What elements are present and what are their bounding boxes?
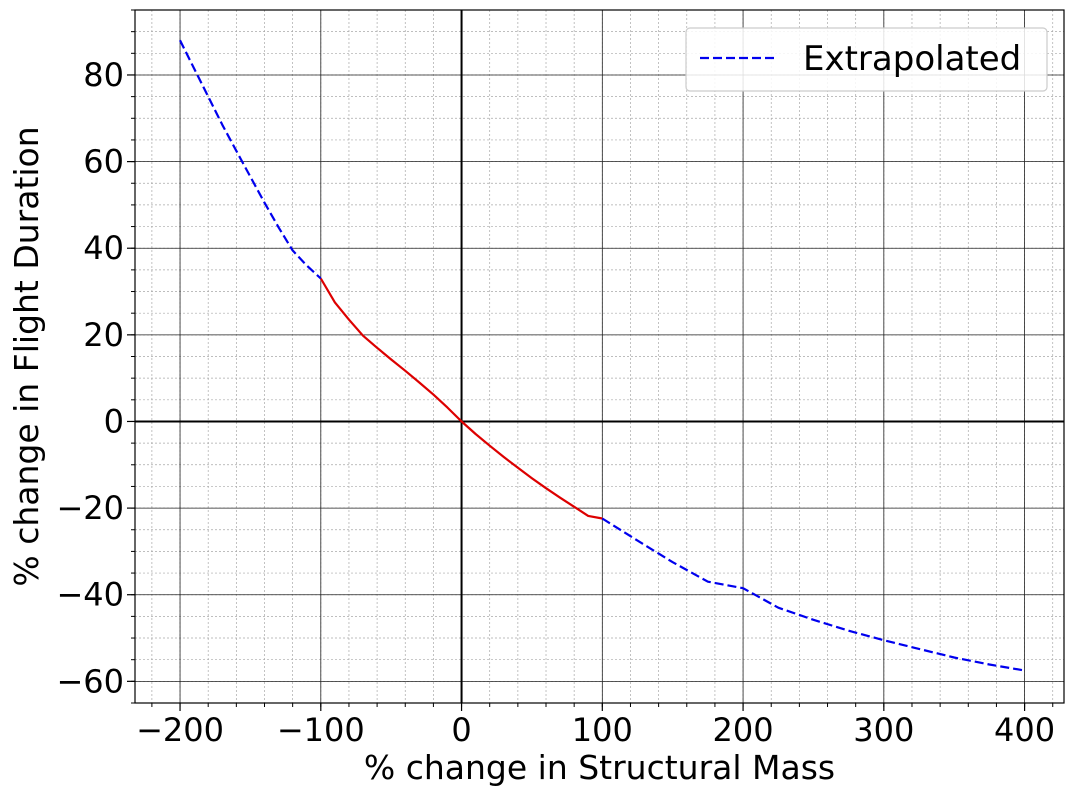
zero-lines [135,10,1064,703]
x-tick-label: 0 [451,711,471,749]
y-axis-title: % change in Flight Duration [7,126,46,586]
legend-box [685,27,1048,92]
y-tick-label: 0 [104,402,124,440]
minor-grid [135,9,1064,704]
series-line-measured [319,277,603,520]
y-tick-label: 20 [83,316,124,354]
axis-ticks [127,9,1054,711]
legend: Extrapolated [685,27,1048,92]
series-line-extrapolated-2 [601,517,1025,672]
y-tick-label: −40 [56,576,124,614]
x-tick-label: −200 [136,711,224,749]
x-tick-label: 300 [853,711,914,749]
legend-label-extrapolated: Extrapolated [803,39,1021,79]
x-tick-label: 100 [572,711,633,749]
y-tick-label: −20 [56,489,124,527]
series-layer [179,39,1025,672]
x-tick-label: −100 [277,711,365,749]
y-tick-label: 80 [83,56,124,94]
series-line-extrapolated-1 [179,39,322,280]
x-tick-label: 200 [713,711,774,749]
y-tick-label: 60 [83,143,124,181]
x-axis-title: % change in Structural Mass [364,748,835,787]
x-tick-label: 400 [994,711,1055,749]
y-tick-label: 40 [83,229,124,267]
y-tick-label: −60 [56,662,124,700]
